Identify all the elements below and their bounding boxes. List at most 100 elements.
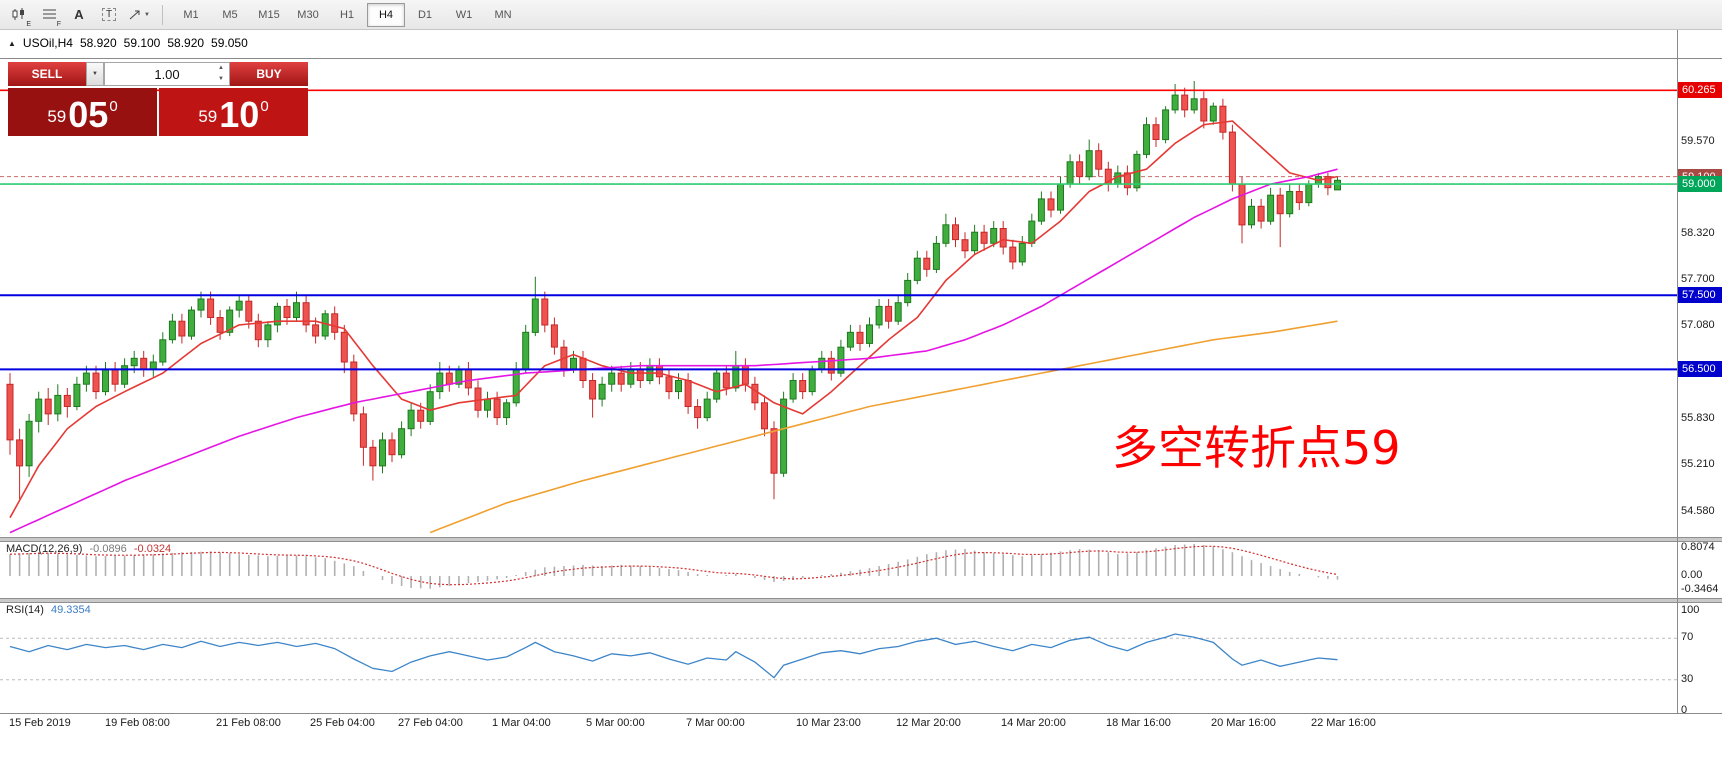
candle-body [818, 357, 826, 370]
candle-body [722, 372, 730, 389]
candle-body [464, 368, 472, 389]
timeframe-M30[interactable]: M30 [297, 8, 319, 21]
candle-body [570, 357, 577, 370]
candle-body [207, 298, 215, 318]
candle-body [140, 357, 148, 370]
candle-body [350, 361, 358, 415]
sell-price-button[interactable]: 59 05 0 [8, 88, 157, 136]
candle-body [952, 224, 959, 241]
candle-body [531, 298, 539, 333]
trade-prices-row: 59 05 0 59 10 0 [8, 88, 308, 136]
candle-body [971, 231, 979, 252]
candle-body [1209, 105, 1217, 122]
candle-body [283, 305, 291, 318]
candle-body [703, 398, 711, 419]
timeframe-M15[interactable]: M15 [258, 8, 280, 21]
chart-template-f-button[interactable]: F [35, 2, 63, 28]
timeframe-MN[interactable]: MN [494, 8, 512, 21]
candle-body [1085, 150, 1093, 178]
ma-slow[interactable] [429, 320, 1338, 534]
collapse-panel-icon[interactable]: ▲ [8, 38, 16, 48]
toolbar: E F A T ▼ M1 M5 M15 M30 H1 H4 D1 W1 MN [0, 0, 1722, 30]
candle-body [503, 402, 511, 419]
candle-body [1162, 109, 1170, 141]
ma-fast[interactable] [9, 120, 1338, 519]
candle-body [589, 380, 597, 400]
chart-text-annotation[interactable]: 多空转折点59 [1112, 421, 1401, 475]
macd-series [9, 543, 1339, 589]
spinner-down-icon[interactable]: ▼ [218, 76, 224, 82]
candle-body [1219, 105, 1227, 133]
timeframe-H1[interactable]: H1 [339, 8, 355, 21]
candle-body [426, 391, 434, 422]
candle-body [121, 365, 129, 385]
timeframe-D1[interactable]: D1 [417, 8, 433, 21]
candle-body [875, 305, 883, 326]
macd-name: MACD(12,26,9) [6, 543, 83, 555]
candle-body [254, 320, 262, 341]
candle-body [522, 331, 530, 370]
candle-body [1190, 98, 1198, 111]
candle-body [856, 331, 864, 344]
candle-body [1228, 131, 1236, 185]
timeframe-M1[interactable]: M1 [183, 8, 199, 21]
candle-body [1057, 183, 1064, 211]
buy-button[interactable]: BUY [230, 62, 308, 86]
dropdown-caret-icon: ▼ [144, 11, 150, 18]
candle-body [73, 383, 81, 407]
cursor-tool-button[interactable]: ▼ [125, 2, 153, 28]
volume-value: 1.00 [154, 66, 180, 82]
candle-body [665, 376, 673, 393]
candle-body [598, 383, 606, 400]
candle-body [484, 398, 491, 411]
candle-body [369, 446, 377, 467]
candle-body [1295, 191, 1303, 204]
ma-mid[interactable] [9, 168, 1338, 534]
timeframe-group: M1 M5 M15 M30 H1 H4 D1 W1 MN [172, 2, 522, 27]
macd-label: MACD(12,26,9) -0.0896 -0.0324 [6, 543, 171, 555]
candle-body [1123, 172, 1131, 189]
timeframe-M5[interactable]: M5 [222, 8, 238, 21]
candle-body [1028, 220, 1036, 244]
candle-body [942, 224, 950, 244]
ma-slow-line-group [429, 320, 1338, 534]
buy-price-button[interactable]: 59 10 0 [159, 88, 308, 136]
candle-body [1257, 205, 1265, 222]
candle-body [331, 313, 339, 333]
candle-body [398, 428, 406, 456]
candle-body [1181, 94, 1189, 111]
candle-body [1324, 176, 1332, 189]
chart-top-border [0, 58, 1722, 59]
candle-body [1305, 183, 1313, 204]
rsi-pane-separator[interactable] [0, 598, 1722, 603]
candle-body [1018, 242, 1026, 263]
candle-body [312, 324, 320, 337]
timeframe-W1[interactable]: W1 [455, 8, 473, 21]
volume-dropdown-button[interactable]: ▼ [86, 62, 104, 86]
macd-value-1: -0.0896 [89, 543, 127, 555]
candle-body [82, 372, 90, 385]
candle-body [1238, 183, 1246, 226]
candle-body [751, 383, 759, 404]
rsi-line [9, 633, 1338, 679]
candlestick-chart-icon [12, 8, 24, 20]
macd-signal-line [9, 545, 1338, 586]
candle-body [684, 380, 692, 407]
candle-body [808, 368, 816, 393]
rsi-label: RSI(14) 49.3354 [6, 604, 91, 616]
volume-input[interactable]: 1.00 ▲ ▼ [104, 62, 230, 86]
candle-body [608, 372, 616, 385]
candle-body [894, 302, 902, 322]
macd-pane-separator[interactable] [0, 537, 1722, 542]
spinner-up-icon[interactable]: ▲ [218, 65, 224, 71]
candle-body [761, 402, 768, 430]
candle-body [474, 387, 482, 411]
arrow-icon [129, 10, 140, 19]
textbox-tool-button[interactable]: T [95, 2, 123, 28]
chart-template-e-button[interactable]: E [5, 2, 33, 28]
sell-button[interactable]: SELL [8, 62, 86, 86]
timeframe-H4[interactable]: H4 [367, 2, 405, 27]
candle-body [149, 361, 157, 370]
text-a-tool-button[interactable]: A [65, 2, 93, 28]
